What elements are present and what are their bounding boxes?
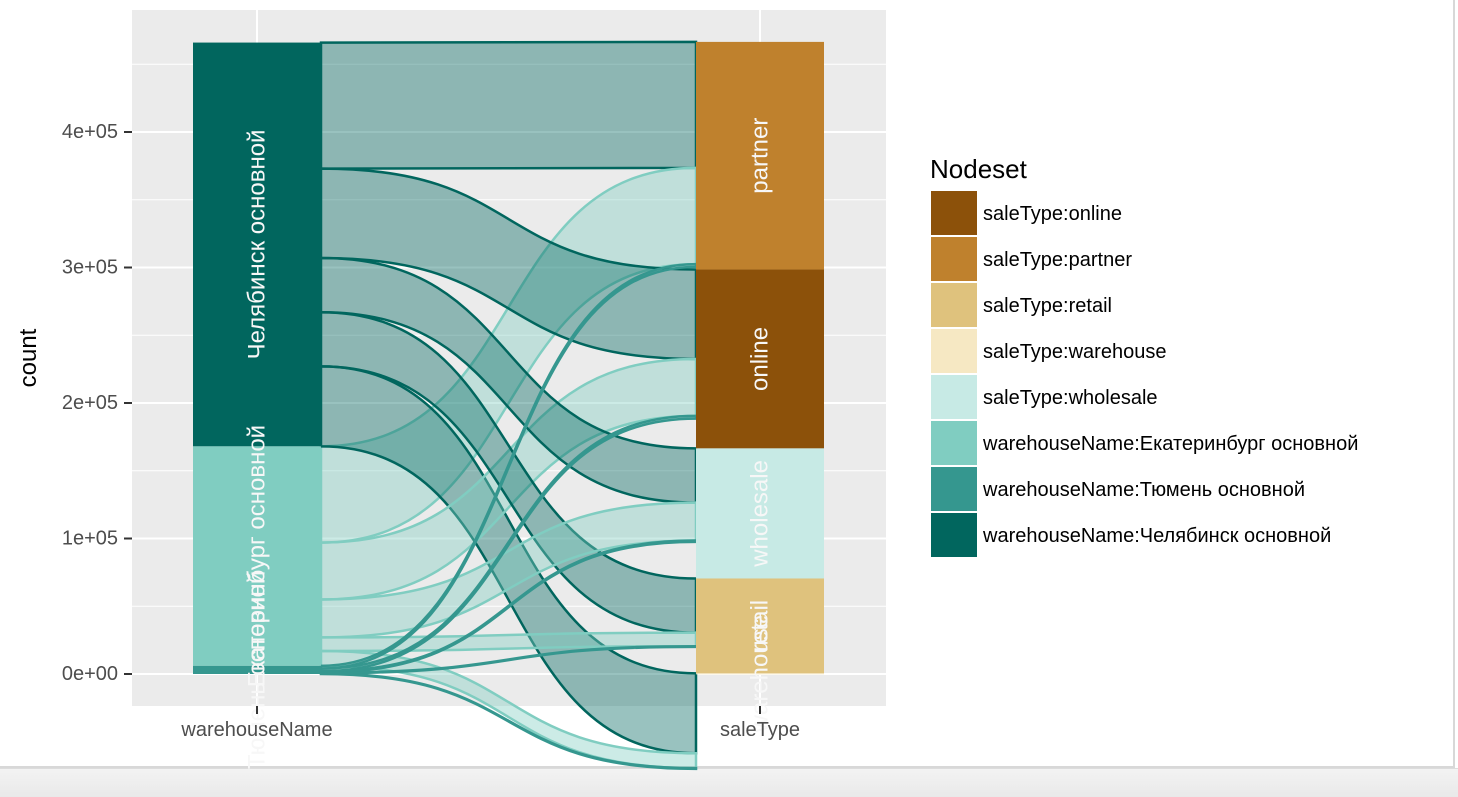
- legend-key: [931, 329, 977, 373]
- node-layer: [193, 41, 824, 675]
- y-tick-label: 2e+05: [62, 392, 118, 414]
- node-label: retail: [747, 600, 774, 652]
- node-rect: [696, 578, 824, 674]
- y-tick-label: 3e+05: [62, 257, 118, 279]
- node-label: Тюмень основной: [244, 571, 271, 769]
- y-axis-title: count: [15, 328, 42, 387]
- node-rect: [696, 269, 824, 449]
- plot-frame: [0, 0, 1455, 768]
- legend-label: warehouseName:Екатеринбург основной: [982, 433, 1358, 455]
- window-bottom-strip: [0, 768, 1458, 797]
- node-label: partner: [747, 118, 774, 194]
- legend: Nodeset saleType:online saleType:partner s…: [930, 154, 1358, 557]
- legend-key: [931, 467, 977, 511]
- y-tick-label: 1e+05: [62, 528, 118, 550]
- node-rect: [193, 446, 321, 666]
- legend-key: [931, 375, 977, 419]
- y-axis: 0e+00 1e+05 2e+05 3e+05 4e+05: [62, 121, 132, 685]
- legend-key: [931, 237, 977, 281]
- legend-key: [931, 191, 977, 235]
- node-rect: [696, 448, 824, 579]
- legend-label: saleType:partner: [983, 249, 1132, 271]
- legend-label: warehouseName:Тюмень основной: [982, 479, 1305, 501]
- y-tick-label: 0e+00: [62, 663, 118, 685]
- node-label: online: [747, 327, 774, 391]
- x-tick-label: warehouseName: [180, 719, 332, 741]
- legend-key: [931, 513, 977, 557]
- node-label: Екатеринбург основной: [244, 425, 271, 687]
- node-label-layer: Челябинск основной Екатеринбург основнойТ…: [244, 118, 774, 769]
- x-tick-label: saleType: [720, 719, 800, 741]
- legend-label: saleType:warehouse: [983, 341, 1166, 363]
- x-axis: warehouseName saleType: [180, 706, 800, 741]
- legend-label: saleType:online: [983, 203, 1122, 225]
- node-rect: [696, 673, 824, 675]
- legend-label: saleType:wholesale: [983, 387, 1158, 409]
- legend-title: Nodeset: [930, 154, 1028, 184]
- legend-key: [931, 421, 977, 465]
- legend-label: saleType:retail: [983, 295, 1112, 317]
- flow-layer: [319, 40, 698, 771]
- legend-label: warehouseName:Челябинск основной: [982, 525, 1331, 547]
- y-tick-label: 4e+05: [62, 121, 118, 143]
- node-rect: [193, 665, 321, 674]
- node-label: Челябинск основной: [244, 130, 271, 360]
- flow-band: [319, 40, 698, 170]
- legend-key: [931, 283, 977, 327]
- node-rect: [696, 41, 824, 270]
- node-label: wholesale: [747, 460, 774, 568]
- flow-band: [319, 672, 698, 771]
- node-label: warehouse: [747, 615, 774, 733]
- node-rect: [193, 42, 321, 447]
